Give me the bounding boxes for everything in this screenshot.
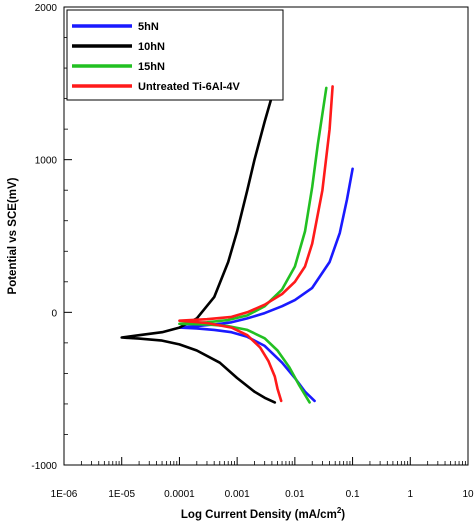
legend-label: 15hN [138, 61, 165, 73]
x-tick-label: 1E-05 [108, 489, 135, 500]
x-tick-label: 0.001 [225, 489, 250, 500]
legend-label: Untreated Ti-6Al-4V [138, 81, 241, 93]
y-axis-ticks: -1000 0 1000 2000 [31, 3, 72, 472]
x-axis-label-close: ) [341, 509, 345, 521]
x-tick-label: 1 [408, 489, 414, 500]
x-axis-label-superscript: 2 [337, 506, 342, 515]
x-tick-label: 1E-06 [51, 489, 78, 500]
y-tick-label: 0 [51, 308, 57, 319]
legend: 5hN 10hN 15hN Untreated Ti-6Al-4V [66, 9, 284, 101]
series-line [120, 85, 277, 404]
x-axis-label: Log Current Density (mA/cm2) [181, 506, 345, 521]
x-tick-label: 10 [462, 489, 474, 500]
y-tick-label: 1000 [35, 156, 58, 167]
x-tick-label: 0.1 [346, 489, 360, 500]
legend-label: 5hN [138, 21, 159, 33]
plot-frame [63, 6, 469, 466]
x-tick-label: 0.01 [285, 489, 305, 500]
y-axis-label: Potential vs SCE(mV) [7, 177, 19, 294]
legend-label: 10hN [138, 41, 165, 53]
series-line [178, 85, 334, 403]
x-tick-label: 0.0001 [164, 489, 195, 500]
x-axis-ticks: 1E-06 1E-05 0.0001 0.001 0.01 0.1 1 10 [51, 457, 474, 500]
series-line [178, 86, 328, 404]
y-tick-label: -1000 [31, 461, 57, 472]
series-line [178, 167, 354, 403]
series-lines [120, 85, 354, 404]
y-tick-label: 2000 [35, 3, 58, 14]
